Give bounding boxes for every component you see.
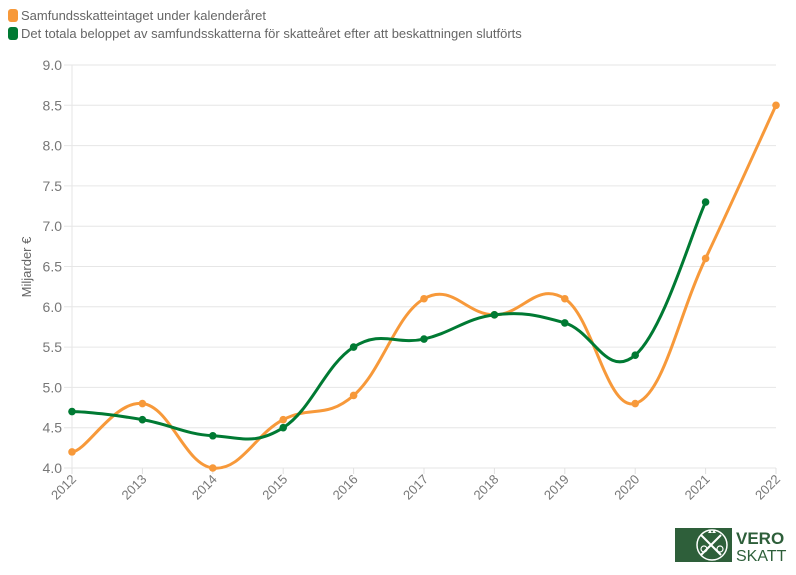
data-point-1-2017[interactable] [420, 335, 428, 343]
data-point-0-2020[interactable] [631, 399, 639, 408]
data-point-1-2016[interactable] [349, 343, 358, 351]
data-point-0-2022[interactable] [772, 101, 780, 110]
legend-swatch-orange [8, 8, 18, 22]
data-point-0-2014[interactable] [209, 464, 217, 472]
data-point-1-2020[interactable] [631, 351, 639, 359]
series-line-1 [71, 201, 707, 441]
x-tick-label: 2013 [118, 472, 149, 503]
legend-label: Samfundsskatteintaget under kalenderåret [21, 7, 266, 23]
x-tick-label: 2017 [400, 472, 431, 503]
x-tick-label: 2018 [470, 472, 501, 503]
x-tick-label: 2012 [48, 472, 79, 503]
data-point-1-2018[interactable] [490, 311, 499, 319]
data-point-1-2014[interactable] [209, 431, 217, 440]
data-point-0-2013[interactable] [138, 399, 147, 408]
y-tick-label: 7.5 [43, 178, 63, 194]
y-tick-label: 7.0 [43, 218, 63, 234]
y-tick-label: 6.5 [43, 259, 63, 275]
chart-legend: Samfundsskatteintaget under kalenderåret… [8, 6, 522, 42]
grid-lines [64, 64, 776, 474]
legend-label: Det totala beloppet av samfundsskatterna… [21, 25, 522, 41]
vero-skatt-logo: VERO SKATT [675, 525, 790, 565]
data-point-1-2019[interactable] [561, 319, 569, 327]
logo-line2: SKATT [736, 548, 787, 565]
y-tick-label: 4.5 [43, 420, 63, 436]
series-layer [68, 101, 780, 472]
legend-swatch-green [8, 26, 18, 40]
y-tick-label: 8.0 [43, 138, 63, 154]
y-tick-label: 4.0 [43, 460, 63, 476]
y-tick-label: 8.5 [43, 97, 63, 113]
data-point-0-2012[interactable] [68, 448, 76, 456]
x-tick-label: 2014 [189, 472, 220, 503]
data-point-1-2021[interactable] [701, 198, 710, 206]
x-tick-label: 2019 [541, 472, 572, 503]
y-axis-ticks: 4.0 4.5 5.0 5.5 6.0 6.5 7.0 7.5 8.0 8.5 9.0 [43, 57, 63, 476]
data-point-1-2015[interactable] [279, 423, 288, 432]
series-line-0 [71, 104, 778, 470]
logo-line1: VERO [736, 529, 784, 548]
data-point-0-2019[interactable] [561, 294, 569, 303]
legend-item-green[interactable]: Det totala beloppet av samfundsskatterna… [8, 24, 522, 42]
data-point-1-2013[interactable] [138, 415, 147, 424]
x-axis-ticks: 2012 2013 2014 2015 2016 2017 2018 2019 2020 2021… [48, 468, 783, 503]
data-point-0-2016[interactable] [349, 391, 358, 400]
y-tick-label: 6.0 [43, 299, 63, 315]
x-tick-label: 2015 [259, 472, 290, 503]
data-point-0-2021[interactable] [701, 254, 710, 263]
y-axis-label: Miljarder € [19, 236, 34, 297]
x-tick-label: 2021 [682, 472, 713, 503]
x-tick-label: 2020 [611, 472, 642, 503]
y-tick-label: 9.0 [43, 57, 63, 73]
data-point-0-2017[interactable] [420, 294, 428, 303]
x-tick-label: 2016 [330, 472, 361, 503]
x-tick-label: 2022 [752, 472, 783, 503]
data-point-1-2012[interactable] [68, 407, 76, 416]
y-tick-label: 5.0 [43, 379, 63, 395]
data-point-0-2015[interactable] [279, 415, 288, 424]
legend-item-orange[interactable]: Samfundsskatteintaget under kalenderåret [8, 6, 522, 24]
y-tick-label: 5.5 [43, 339, 63, 355]
